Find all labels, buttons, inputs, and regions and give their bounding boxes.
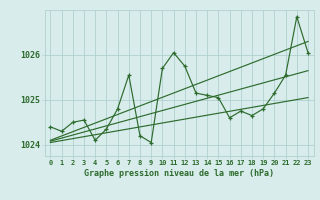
X-axis label: Graphe pression niveau de la mer (hPa): Graphe pression niveau de la mer (hPa) bbox=[84, 169, 274, 178]
